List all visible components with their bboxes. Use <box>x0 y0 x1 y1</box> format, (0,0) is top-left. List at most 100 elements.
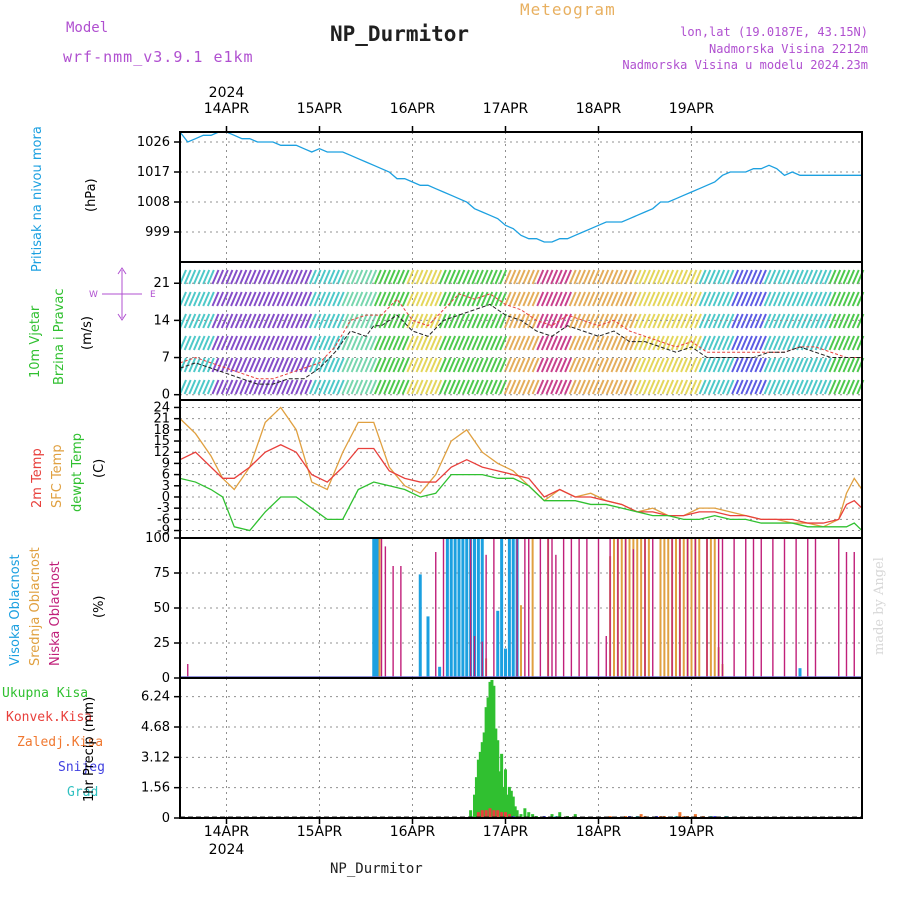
wind-arrow <box>582 313 591 329</box>
low-cloud-bar <box>733 538 735 678</box>
wind-arrow <box>257 335 266 351</box>
wind-arrow <box>420 269 429 285</box>
wind-arrow <box>814 357 823 373</box>
wind-arrow <box>285 291 294 307</box>
low-cloud-bar <box>562 538 565 678</box>
wind-arrow <box>383 379 392 395</box>
wind-arrow <box>721 335 730 351</box>
low-cloud-bar <box>632 549 635 678</box>
wind-arrow-band <box>763 269 800 395</box>
wind-arrow <box>350 335 359 351</box>
wind-arrow <box>373 357 382 373</box>
wind-arrow <box>313 357 322 373</box>
wind-arrow <box>601 357 610 373</box>
wind-arrow <box>443 357 452 373</box>
wind-arrow <box>763 291 772 307</box>
wind-arrow <box>197 379 206 395</box>
total-precip-bar <box>473 794 476 818</box>
total-precip-bar <box>488 681 492 818</box>
wind-arrow <box>536 335 545 351</box>
wind-arrow <box>503 357 512 373</box>
wind-arrow <box>457 335 466 351</box>
wind-arrow <box>332 291 341 307</box>
wind-arrow <box>740 269 749 285</box>
low-cloud-bar <box>838 538 840 678</box>
wind-arrow <box>772 379 781 395</box>
wind-arrow <box>397 357 406 373</box>
wind-arrow <box>721 357 730 373</box>
mid-cloud-bar <box>531 538 534 678</box>
wind-arrow <box>503 379 512 395</box>
wind-arrow <box>513 335 521 351</box>
wind-arrow <box>666 313 675 329</box>
wind-arrow <box>253 357 262 373</box>
wind-arrow <box>777 379 786 395</box>
wind-arrow <box>322 269 331 285</box>
low-cloud-bar <box>644 538 646 678</box>
wind-arrow <box>197 269 206 285</box>
wind-arrow <box>304 291 313 307</box>
wind-arrow <box>188 335 197 351</box>
high-cloud-bar <box>457 538 461 678</box>
wind-arrow <box>675 379 684 395</box>
wind-arrow <box>267 335 276 351</box>
wind-arrow <box>536 269 545 285</box>
wind-arrow <box>800 269 809 285</box>
low-cloud-bar <box>570 538 573 678</box>
wind-arrow <box>694 335 702 351</box>
wind-arrow <box>434 291 443 307</box>
wind-arrow <box>276 269 285 285</box>
wind-arrow <box>397 313 406 329</box>
wind-arrow <box>517 357 526 373</box>
wind-arrow <box>438 291 447 307</box>
product-title: Meteogram <box>520 0 616 19</box>
wind-arrow <box>508 379 517 395</box>
wind-arrow <box>661 291 670 307</box>
wind-arrow <box>540 291 549 307</box>
wind-arrow <box>615 313 624 329</box>
wind-arrow <box>545 335 554 351</box>
wind-arrow <box>675 335 684 351</box>
wind-arrow <box>267 379 276 395</box>
wind-arrow <box>814 291 823 307</box>
wind-arrow <box>638 379 647 395</box>
wind-arrow <box>318 269 327 285</box>
wind-arrow <box>559 291 568 307</box>
wind-arrow <box>364 335 373 351</box>
wind-arrow <box>355 291 364 307</box>
wind-arrow <box>271 335 280 351</box>
mid-cloud-bar <box>620 538 623 678</box>
low-cloud-bar <box>745 538 747 678</box>
high-cloud-bar <box>480 538 484 678</box>
wind-arrow <box>271 291 280 307</box>
wind-arrow <box>629 357 637 373</box>
wind-arrow <box>522 357 531 373</box>
y-tick-label: 21 <box>153 276 170 291</box>
y-tick-label: 3.12 <box>141 750 170 765</box>
wind-arrow <box>554 269 563 285</box>
wind-arrow <box>197 313 206 329</box>
wind-arrow <box>383 291 392 307</box>
wind-arrow <box>791 313 800 329</box>
wind-arrow <box>308 313 317 329</box>
date-label-bottom: 15APR <box>297 824 343 840</box>
wind-arrow <box>582 335 591 351</box>
wind-arrow-band <box>731 269 767 395</box>
total-precip-bar <box>484 707 488 818</box>
wind-arrow <box>703 335 712 351</box>
wind-arrow <box>457 313 466 329</box>
wind-arrow <box>211 335 220 351</box>
wind-arrow <box>707 291 716 307</box>
wind-arrow <box>383 269 392 285</box>
wind-arrow <box>684 357 693 373</box>
wind-arrow <box>610 335 619 351</box>
wind-arrow <box>341 269 350 285</box>
wind-arrow <box>378 335 387 351</box>
high-cloud-bar <box>473 538 476 678</box>
low-cloud-bar <box>384 546 387 678</box>
wind-arrow <box>179 357 187 373</box>
wind-arrow <box>629 313 637 329</box>
wind-arrow <box>735 379 744 395</box>
wind-arrow <box>434 335 443 351</box>
wind-arrow <box>318 379 327 395</box>
